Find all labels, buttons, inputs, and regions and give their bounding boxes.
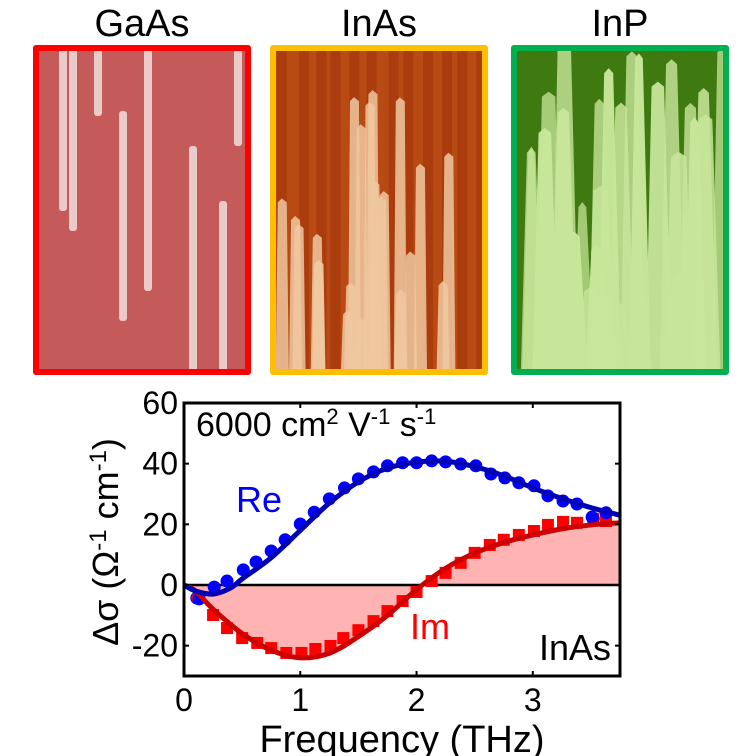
im-data-point <box>557 515 570 528</box>
re-label: Re <box>236 479 282 520</box>
panel-title-inp: InP <box>591 3 649 45</box>
x-tick-label: 2 <box>408 682 426 718</box>
im-fit-line <box>182 520 621 661</box>
re-data-point <box>207 580 221 594</box>
nanowire <box>69 51 77 231</box>
y-tick-label: 0 <box>160 567 178 603</box>
y-tick-label: 60 <box>142 385 178 421</box>
shadow-band <box>316 51 327 369</box>
nanowire <box>344 282 358 369</box>
plot-area: 0 1 2 3 -20 0 20 40 60 <box>132 385 622 718</box>
shadow-band <box>457 51 468 369</box>
sem-image-inas <box>270 45 488 375</box>
nanowire <box>522 146 543 369</box>
nanowire <box>119 111 127 321</box>
nanowire <box>393 97 407 369</box>
nanowire <box>587 185 616 369</box>
re-data-point <box>585 510 599 524</box>
panel-title-inas: InAs <box>340 3 418 45</box>
im-label: Im <box>410 606 450 647</box>
x-tick-label: 0 <box>175 682 193 718</box>
x-tick-label: 3 <box>524 682 542 718</box>
re-data-point <box>220 574 234 588</box>
y-tick-label: 20 <box>142 506 178 542</box>
shadow-band <box>423 51 434 369</box>
nanowire <box>692 114 721 369</box>
nanowire <box>144 51 152 291</box>
nanowire <box>664 151 695 369</box>
im-data-point <box>541 518 554 531</box>
im-data-point <box>309 643 322 656</box>
nanowire <box>276 198 289 369</box>
shadow-band <box>388 51 399 369</box>
material-label: InAs <box>539 627 611 668</box>
shadow-band <box>476 51 482 369</box>
im-data-point <box>337 632 350 645</box>
shadow-band <box>403 51 414 369</box>
nanowire <box>620 51 646 369</box>
plot-frame <box>182 401 622 678</box>
y-axis-label: Δσ (Ω-1 cm-1) <box>85 438 126 646</box>
x-tick-label: 1 <box>291 682 309 718</box>
nanowire <box>354 124 368 369</box>
nanowire <box>413 163 427 369</box>
x-axis-label: Frequency (THz) <box>259 719 544 756</box>
mobility-annotation: 6000 cm2 V-1 s-1 <box>196 404 436 444</box>
nanowire <box>94 51 102 116</box>
panel-title-gaas: GaAs <box>94 3 190 45</box>
im-fill-area <box>184 522 620 658</box>
shadow-band <box>330 51 341 369</box>
y-tick-label: -20 <box>132 628 178 664</box>
nanowire <box>404 251 418 369</box>
sem-texture <box>517 51 723 369</box>
y-tick-label: 40 <box>142 446 178 482</box>
nanowire <box>368 180 382 369</box>
sem-image-inp <box>511 45 729 375</box>
nanowire <box>219 201 227 369</box>
conductivity-chart: 0 1 2 3 -20 0 20 40 60 6000 cm2 V-1 s-1 Re Im In… <box>85 385 622 756</box>
sem-texture <box>276 51 482 369</box>
nanowire <box>189 146 197 369</box>
nanowire <box>292 224 306 369</box>
sem-image-gaas <box>33 45 251 375</box>
re-fit-line <box>182 458 621 597</box>
shadow-band <box>298 51 309 369</box>
nanowire <box>234 51 242 146</box>
nanowire <box>436 281 450 369</box>
nanowire <box>551 107 578 369</box>
nanowire <box>312 260 326 369</box>
nanowire <box>59 51 67 211</box>
sem-texture <box>39 51 245 369</box>
